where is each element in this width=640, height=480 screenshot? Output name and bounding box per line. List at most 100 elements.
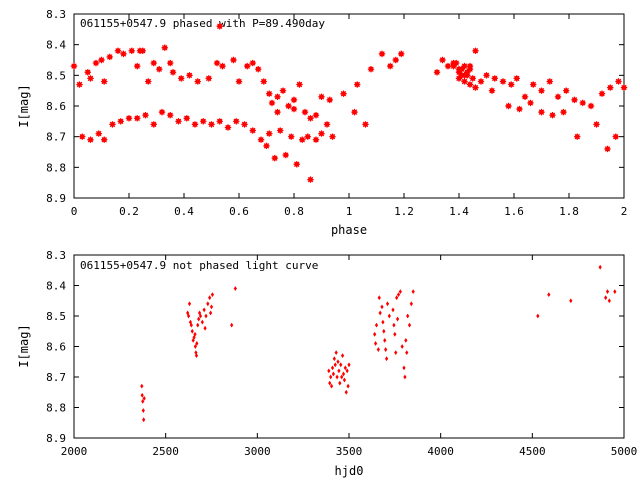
- phased-data-point: [249, 59, 256, 67]
- phased-x-tick-label: 1.2: [394, 205, 414, 218]
- phased-data-point: [98, 56, 105, 64]
- phased-data-point: [483, 72, 490, 79]
- phased-data-point: [538, 87, 545, 94]
- phased-data-point: [546, 78, 553, 85]
- unphased-y-tick-label: 8.5: [46, 310, 66, 323]
- unphased-data-point: [345, 368, 349, 374]
- unphased-data-point: [327, 368, 331, 374]
- unphased-data-point: [381, 319, 385, 325]
- phased-data-point: [499, 78, 507, 85]
- unphased-data-point: [395, 316, 400, 322]
- phased-data-point: [219, 62, 226, 70]
- phased-data-point: [615, 78, 622, 85]
- phased-x-tick-label: 0: [71, 205, 78, 218]
- unphased-data-point: [373, 331, 377, 337]
- phased-data-point: [191, 121, 199, 128]
- unphased-data-point: [536, 313, 540, 319]
- unphased-data-point: [341, 371, 346, 377]
- unphased-data-point: [392, 322, 396, 328]
- unphased-data-point: [385, 301, 390, 307]
- unphased-y-tick-label: 8.4: [46, 280, 66, 293]
- unphased-data-point: [409, 301, 413, 307]
- phased-data-point: [183, 115, 190, 122]
- unphased-data-point: [383, 338, 387, 343]
- phased-data-point: [134, 62, 141, 70]
- unphased-data-point: [403, 374, 407, 380]
- unphased-data-point: [338, 380, 342, 386]
- phased-data-point: [461, 62, 468, 70]
- phased-data-point: [323, 121, 331, 128]
- unphased-data-point: [328, 380, 332, 386]
- unphased-data-point: [411, 289, 415, 294]
- phased-y-tick-label: 8.7: [46, 131, 66, 144]
- phased-data-point: [230, 56, 237, 64]
- unphased-data-point: [140, 392, 144, 398]
- unphased-data-point: [206, 301, 210, 307]
- phased-data-point: [87, 75, 94, 82]
- phased-data-point: [461, 78, 468, 85]
- phased-data-point: [208, 121, 215, 128]
- phased-y-tick-label: 8.8: [46, 161, 66, 174]
- unphased-chart-title: 061155+0547.9 not phased light curve: [80, 259, 318, 272]
- unphased-data-point: [335, 374, 339, 380]
- phased-data-point: [271, 154, 278, 162]
- phased-data-point: [587, 102, 595, 110]
- phased-data-point: [299, 136, 306, 143]
- phased-data-point: [516, 105, 523, 113]
- unphased-data-point: [189, 322, 193, 328]
- phased-data-point: [329, 133, 336, 140]
- unphased-data-point: [340, 353, 345, 359]
- phased-data-point: [530, 81, 537, 88]
- phased-x-tick-label: 0.2: [119, 205, 139, 218]
- phased-data-point: [285, 102, 292, 110]
- phased-data-point: [554, 93, 562, 100]
- phased-data-point: [288, 133, 295, 140]
- phased-data-point: [455, 75, 463, 82]
- unphased-data-point: [193, 344, 197, 349]
- unphased-data-point: [598, 264, 602, 270]
- unphased-data-point: [186, 313, 191, 319]
- phased-data-point: [92, 59, 100, 67]
- phased-data-point: [301, 108, 309, 116]
- unphased-data-point: [196, 322, 200, 328]
- unphased-data-point: [141, 399, 145, 404]
- phased-data-point: [318, 130, 325, 137]
- unphased-data-point: [204, 313, 208, 319]
- phased-data-point: [439, 56, 446, 64]
- unphased-data-point: [329, 383, 334, 389]
- phased-data-point: [274, 93, 281, 100]
- phased-x-tick-label: 0.4: [174, 205, 194, 218]
- phased-data-point: [508, 81, 515, 88]
- phased-data-point: [296, 81, 303, 88]
- phased-chart: 061155+0547.9 phased with P=89.490day ph…: [17, 8, 627, 237]
- phased-data-point: [150, 59, 157, 67]
- unphased-data-point: [384, 356, 389, 362]
- unphased-data-point: [344, 389, 348, 395]
- phased-data-point: [161, 44, 168, 51]
- phased-data-point: [620, 84, 628, 91]
- phased-data-point: [134, 115, 141, 122]
- phased-data-point: [527, 99, 534, 107]
- unphased-data-point: [197, 316, 201, 322]
- unphased-data-point: [547, 292, 551, 298]
- unphased-data-point: [140, 383, 144, 389]
- phased-data-point: [521, 93, 529, 100]
- phased-x-tick-label: 1: [346, 205, 353, 218]
- unphased-y-axis-title: I[mag]: [17, 324, 31, 367]
- unphased-x-tick-label: 5000: [611, 445, 638, 458]
- phased-data-point: [139, 47, 146, 54]
- unphased-data-point: [382, 328, 386, 334]
- phased-data-point: [76, 81, 83, 88]
- phased-data-point: [260, 78, 267, 85]
- unphased-data-point: [395, 295, 399, 301]
- unphased-y-tick-label: 8.9: [46, 432, 66, 445]
- phased-data-point: [351, 108, 358, 116]
- phased-data-point: [604, 145, 611, 153]
- phased-data-point: [101, 136, 108, 143]
- phased-data-point: [392, 56, 399, 64]
- phased-data-point: [263, 142, 270, 150]
- phased-data-point: [579, 99, 586, 107]
- phased-data-point: [150, 121, 157, 128]
- phased-data-point: [205, 75, 212, 82]
